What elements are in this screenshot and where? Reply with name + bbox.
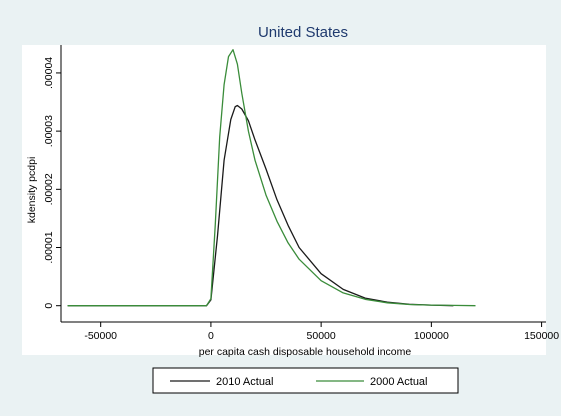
plot-panel xyxy=(22,45,546,355)
y-axis-label: kdensity pcdpi xyxy=(26,157,38,224)
y-tick-label: 0 xyxy=(43,303,55,309)
x-tick-label: 150000 xyxy=(524,330,559,342)
x-ticks: -50000 0 50000 100000 150000 xyxy=(84,322,559,342)
x-tick-label: 50000 xyxy=(307,330,336,342)
y-tick-label: .00004 xyxy=(43,57,55,89)
legend-label-2000: 2000 Actual xyxy=(370,376,428,388)
series-layer xyxy=(67,49,476,307)
chart-title: United States xyxy=(258,24,348,41)
x-tick-label: 0 xyxy=(208,330,214,342)
x-tick-label: 100000 xyxy=(414,330,449,342)
y-tick-label: .00003 xyxy=(43,115,55,147)
legend-label-2010: 2010 Actual xyxy=(216,376,274,388)
series-line-2000-actual xyxy=(67,49,476,307)
legend: 2010 Actual 2000 Actual xyxy=(152,367,459,394)
y-ticks: 0 .00001 .00002 .00003 .00004 xyxy=(43,57,61,309)
y-tick-label: .00001 xyxy=(43,231,55,263)
x-axis-label: per capita cash disposable household inc… xyxy=(199,346,412,358)
x-tick-label: -50000 xyxy=(84,330,117,342)
y-tick-label: .00002 xyxy=(43,173,55,205)
